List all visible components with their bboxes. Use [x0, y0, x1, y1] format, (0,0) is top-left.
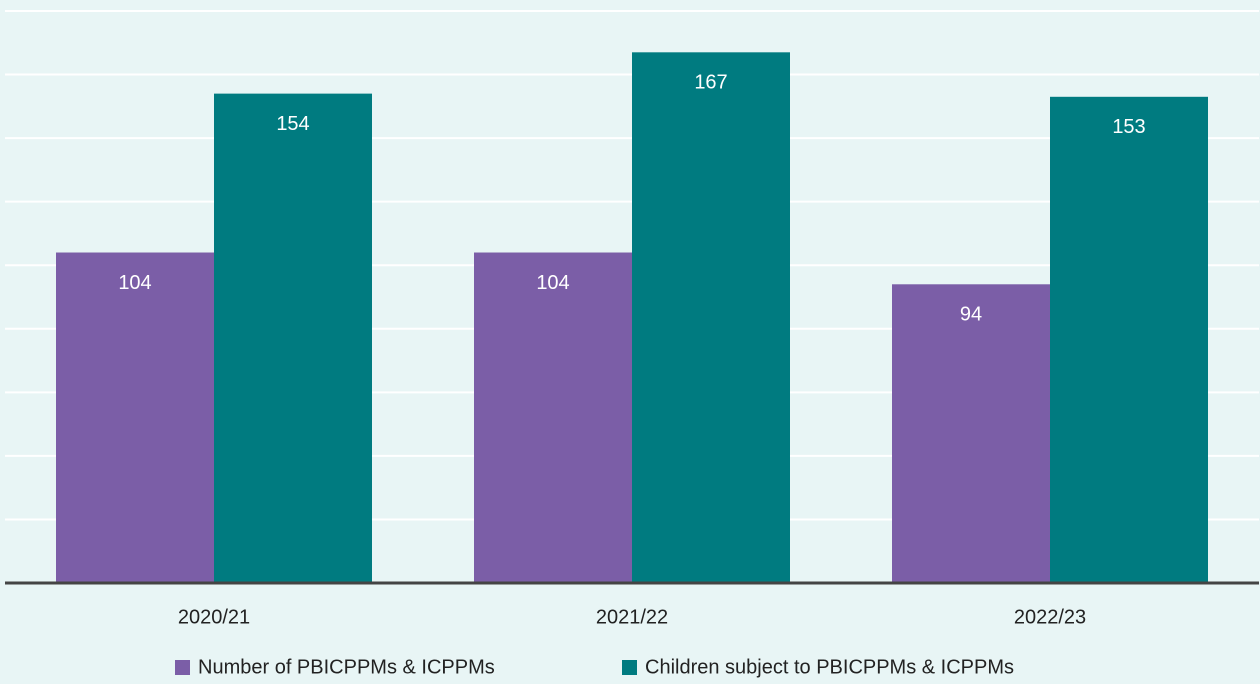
value-label: 94: [960, 304, 982, 326]
value-label: 153: [1112, 116, 1145, 138]
legend-label: Number of PBICPPMs & ICPPMs: [198, 656, 495, 678]
x-tick-label: 2020/21: [178, 606, 250, 628]
x-tick-label: 2021/22: [596, 606, 668, 628]
legend-swatch: [622, 660, 637, 675]
bar: [892, 284, 1050, 583]
bar: [214, 93, 372, 583]
value-label: 154: [276, 113, 309, 135]
value-label: 104: [118, 272, 151, 294]
bar: [474, 252, 632, 583]
legend-label: Children subject to PBICPPMs & ICPPMs: [645, 656, 1014, 678]
bar: [56, 252, 214, 583]
value-label: 104: [536, 272, 569, 294]
legend-swatch: [175, 660, 190, 675]
bar: [1050, 96, 1208, 584]
bar: [632, 52, 790, 584]
x-tick-label: 2022/23: [1014, 606, 1086, 628]
value-label: 167: [694, 72, 727, 94]
